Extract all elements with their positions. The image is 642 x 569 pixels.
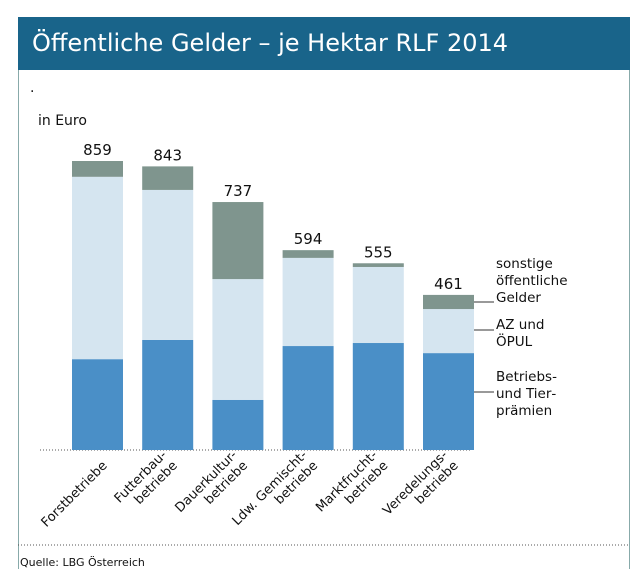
bar-segment — [142, 166, 194, 190]
x-tick-label: Marktfrucht-betriebe — [313, 448, 391, 526]
total-label: 859 — [83, 141, 112, 159]
bar-segment — [423, 353, 474, 450]
bar-segment — [212, 279, 264, 400]
source: Quelle: LBG Österreich — [20, 556, 145, 569]
bar-segment — [72, 359, 123, 450]
bar-segment — [352, 266, 404, 344]
bar-segment — [72, 176, 123, 360]
bar-segment — [423, 309, 474, 354]
legend-label: sonstige öffentliche Gelder — [496, 256, 568, 306]
bar-segment — [212, 399, 264, 450]
total-label: 737 — [224, 182, 253, 200]
total-label: 843 — [153, 146, 182, 164]
bar-segment — [352, 343, 404, 450]
legend-label: Betriebs- und Tier­prämien — [496, 369, 557, 419]
total-label: 594 — [294, 230, 323, 248]
x-tick-label: Veredelungs-betriebe — [380, 448, 462, 530]
bar-segment — [423, 294, 474, 310]
bar-segment — [142, 189, 194, 340]
total-label: 555 — [364, 243, 393, 261]
chart-title: Öffentliche Gelder – je Hektar RLF 2014 — [18, 17, 630, 70]
bar-segment — [142, 339, 194, 450]
x-tick-line: Forstbetriebe — [39, 458, 111, 530]
total-label: 461 — [434, 275, 463, 293]
bar-segment — [352, 263, 404, 267]
bar-segment — [282, 250, 334, 258]
x-tick-label: Ldw. Gemischt-betriebe — [230, 448, 322, 540]
bar-segment — [282, 346, 334, 450]
bar-segment — [72, 161, 123, 177]
unit-label: in Euro — [38, 113, 87, 129]
bar-segment — [282, 257, 334, 347]
legend-label: AZ und ÖPUL — [496, 317, 545, 350]
x-tick-label: Forstbetriebe — [39, 458, 111, 530]
note: . — [30, 80, 34, 96]
x-tick-label: Futterbau-betriebe — [112, 448, 181, 517]
bar-segment — [212, 202, 264, 280]
